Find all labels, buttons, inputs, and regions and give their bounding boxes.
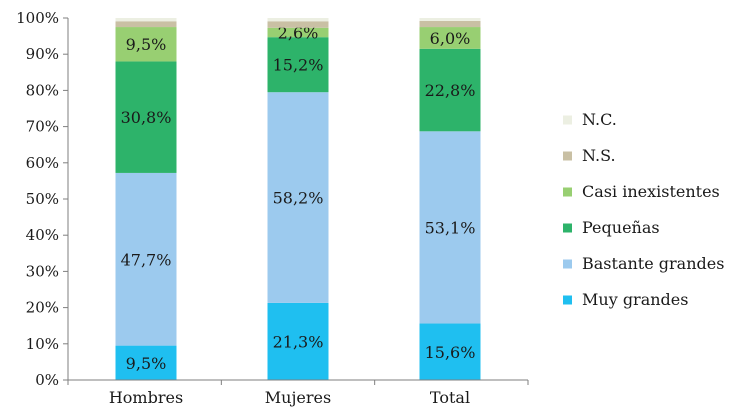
bar-segment <box>267 21 329 28</box>
y-tick-label: 30% <box>26 262 59 280</box>
legend-item: Bastante grandes <box>563 254 724 273</box>
x-tick-label: Hombres <box>109 388 183 407</box>
bar-segment <box>267 37 329 93</box>
bar-segment <box>115 27 177 62</box>
data-label: 47,7% <box>121 250 172 269</box>
y-tick-label: 90% <box>26 45 59 63</box>
y-tick-label: 20% <box>26 299 59 317</box>
legend-item: Pequeñas <box>563 218 660 237</box>
data-label: 9,5% <box>126 35 167 54</box>
legend-swatch <box>563 187 572 197</box>
data-label: 15,2% <box>273 56 324 75</box>
legend-label: Pequeñas <box>582 218 660 237</box>
bar-segment <box>115 18 177 22</box>
legend-swatch <box>563 115 572 125</box>
bar-segment <box>115 172 177 346</box>
legend-swatch <box>563 151 572 161</box>
legend-label: Bastante grandes <box>582 254 724 273</box>
bar-segment <box>419 20 481 28</box>
bar-segment <box>419 48 481 132</box>
legend: N.C. N.S. Casi inexistentes Pequeñas Bastant… <box>563 110 724 309</box>
y-tick-label: 50% <box>26 190 59 208</box>
data-label: 30,8% <box>121 108 172 127</box>
bar-segment <box>419 27 481 49</box>
y-tick-label: 60% <box>26 154 59 172</box>
legend-swatch <box>563 295 572 305</box>
axes: 0% 10% 20% 30% 40% 50% 60% 70% 80% 90% 100% Hombres… <box>16 9 529 407</box>
y-tick-label: 40% <box>26 226 59 244</box>
data-label: 22,8% <box>425 81 476 100</box>
bar-segment <box>115 61 177 173</box>
data-label: 9,5% <box>126 354 167 373</box>
data-label: 15,6% <box>425 343 476 362</box>
plot-area: 9,5% 47,7% 30,8% 9,5% 21,3% 58,2% 15,2% 2,6% 15,… <box>115 18 481 380</box>
bar-segment <box>267 302 329 380</box>
legend-label: N.C. <box>582 110 617 129</box>
legend-label: N.S. <box>582 146 616 165</box>
y-tick-label: 0% <box>35 371 59 389</box>
y-tick-label: 100% <box>16 9 59 27</box>
legend-label: Muy grandes <box>582 290 688 309</box>
legend-swatch <box>563 223 572 233</box>
bar-segment <box>419 18 481 21</box>
bar-segment <box>115 21 177 28</box>
legend-item: Casi inexistentes <box>563 182 720 201</box>
bar-segment <box>419 323 481 380</box>
legend-item: N.S. <box>563 146 616 165</box>
bar-segment <box>267 27 329 38</box>
y-tick-label: 80% <box>26 81 59 99</box>
legend-item: N.C. <box>563 110 617 129</box>
data-label: 6,0% <box>430 29 471 48</box>
x-tick-label: Mujeres <box>265 388 331 407</box>
data-label: 53,1% <box>425 218 476 237</box>
bar-segment <box>267 18 329 22</box>
x-tick-label: Total <box>430 388 470 407</box>
data-label: 58,2% <box>273 189 324 208</box>
y-tick-label: 70% <box>26 118 59 136</box>
legend-swatch <box>563 259 572 269</box>
y-tick-label: 10% <box>26 335 59 353</box>
bar-segment <box>267 92 329 303</box>
bar-segment <box>419 131 481 324</box>
bar-segment <box>115 345 177 380</box>
legend-item: Muy grandes <box>563 290 688 309</box>
data-label: 2,6% <box>278 23 319 42</box>
data-label: 21,3% <box>273 332 324 351</box>
legend-label: Casi inexistentes <box>582 182 720 201</box>
